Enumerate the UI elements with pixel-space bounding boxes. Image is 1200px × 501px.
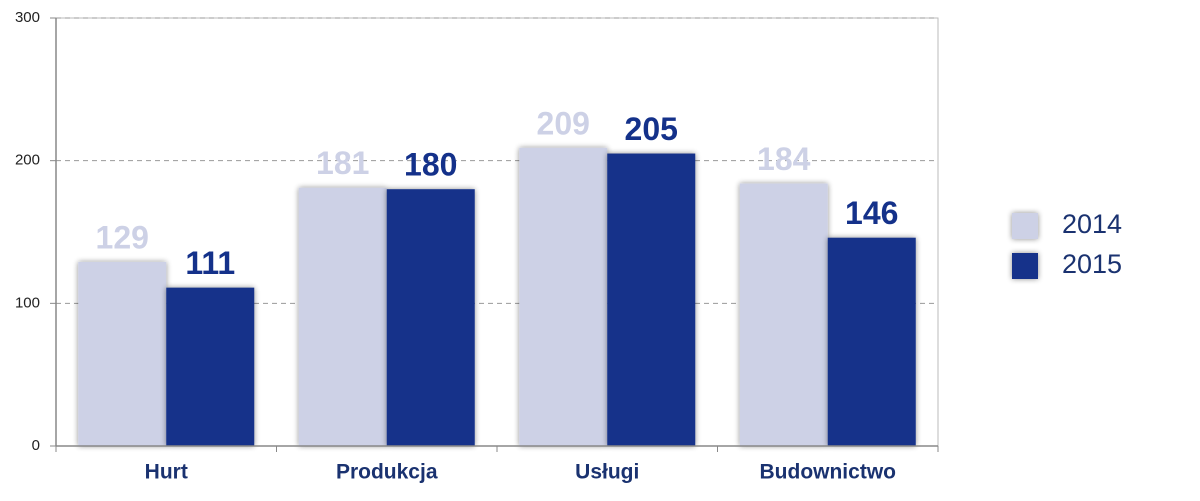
value-label: 184 [757, 141, 811, 177]
bar [166, 287, 255, 446]
bar [827, 237, 916, 446]
y-tick-label: 200 [15, 152, 40, 169]
legend-swatch [1012, 253, 1038, 279]
bar [386, 189, 475, 446]
bar [519, 147, 608, 446]
x-tick-label: Usługi [575, 461, 639, 484]
x-tick-label: Hurt [145, 461, 188, 484]
labels: 0 100 200 300 Hurt 129 111 Produkcja 181 180 Usług… [15, 9, 939, 484]
legend-swatch [1012, 213, 1038, 239]
legend-label: 2015 [1062, 249, 1122, 279]
value-label: 180 [404, 147, 457, 183]
y-tick-label: 0 [32, 437, 40, 454]
bar [78, 261, 167, 446]
value-label: 146 [845, 195, 898, 231]
value-label: 129 [96, 219, 149, 255]
y-tick-label: 300 [15, 9, 40, 26]
bar [298, 187, 387, 447]
legend: 2014 2015 [1012, 209, 1122, 279]
value-label: 181 [316, 145, 369, 181]
y-tick-label: 100 [15, 294, 40, 311]
bar [739, 183, 828, 446]
legend-label: 2014 [1062, 209, 1122, 239]
x-tick-label: Produkcja [336, 461, 438, 484]
x-tick-label: Budownictwo [760, 461, 896, 484]
bar [607, 153, 696, 447]
value-label: 205 [625, 111, 678, 147]
bars [78, 147, 916, 447]
value-label: 209 [537, 105, 590, 141]
value-label: 111 [185, 245, 235, 281]
